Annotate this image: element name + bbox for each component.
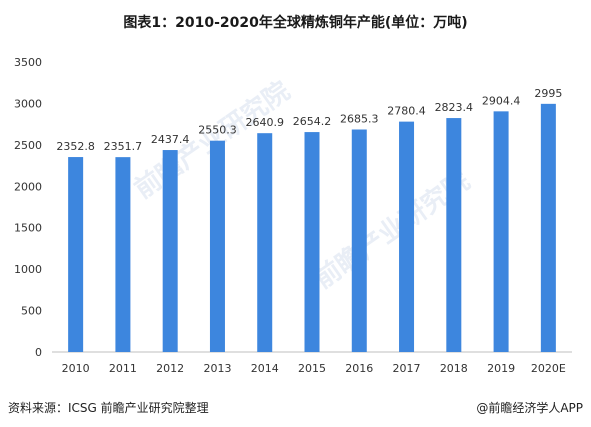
y-tick-label: 3500 <box>14 56 42 69</box>
data-label: 2823.4 <box>435 101 474 114</box>
x-tick-label: 2016 <box>345 362 373 375</box>
bar <box>540 103 556 352</box>
data-label: 2780.4 <box>387 105 426 118</box>
x-tick-label: 2015 <box>298 362 326 375</box>
bar <box>446 118 462 352</box>
y-tick-label: 3000 <box>14 97 42 110</box>
y-tick-label: 0 <box>35 346 42 359</box>
data-label: 2437.4 <box>151 133 190 146</box>
x-tick-label: 2011 <box>109 362 137 375</box>
x-tick-label: 2014 <box>251 362 279 375</box>
x-tick-label: 2019 <box>487 362 515 375</box>
bar <box>351 129 367 352</box>
data-label: 2904.4 <box>482 94 521 107</box>
bar <box>68 157 84 352</box>
data-label: 2995 <box>534 87 562 100</box>
x-tick-label: 2010 <box>62 362 90 375</box>
bar <box>399 121 415 353</box>
data-label: 2640.9 <box>245 116 284 129</box>
data-label: 2352.8 <box>56 140 95 153</box>
data-label: 2685.3 <box>340 113 379 126</box>
x-tick-label: 2013 <box>203 362 231 375</box>
chart-title: 图表1：2010-2020年全球精炼铜年产能(单位：万吨) <box>123 15 468 31</box>
x-tick-label: 2018 <box>440 362 468 375</box>
bar <box>162 150 178 352</box>
y-tick-label: 1000 <box>14 263 42 276</box>
x-tick-label: 2020E <box>531 362 566 375</box>
x-tick-label: 2017 <box>393 362 421 375</box>
y-tick-label: 500 <box>21 305 42 318</box>
data-label: 2351.7 <box>104 140 143 153</box>
source-note: 资料来源：ICSG 前瞻产业研究院整理 <box>8 401 209 415</box>
y-tick-label: 1500 <box>14 222 42 235</box>
bar <box>493 111 509 352</box>
bar <box>257 133 273 352</box>
bar <box>304 132 320 352</box>
bar <box>209 140 225 352</box>
bar <box>115 157 131 352</box>
data-label: 2550.3 <box>198 124 237 137</box>
x-tick-label: 2012 <box>156 362 184 375</box>
data-label: 2654.2 <box>293 115 332 128</box>
y-tick-label: 2500 <box>14 139 42 152</box>
brand-note: @前瞻经济学人APP <box>476 401 583 415</box>
y-tick-label: 2000 <box>14 180 42 193</box>
